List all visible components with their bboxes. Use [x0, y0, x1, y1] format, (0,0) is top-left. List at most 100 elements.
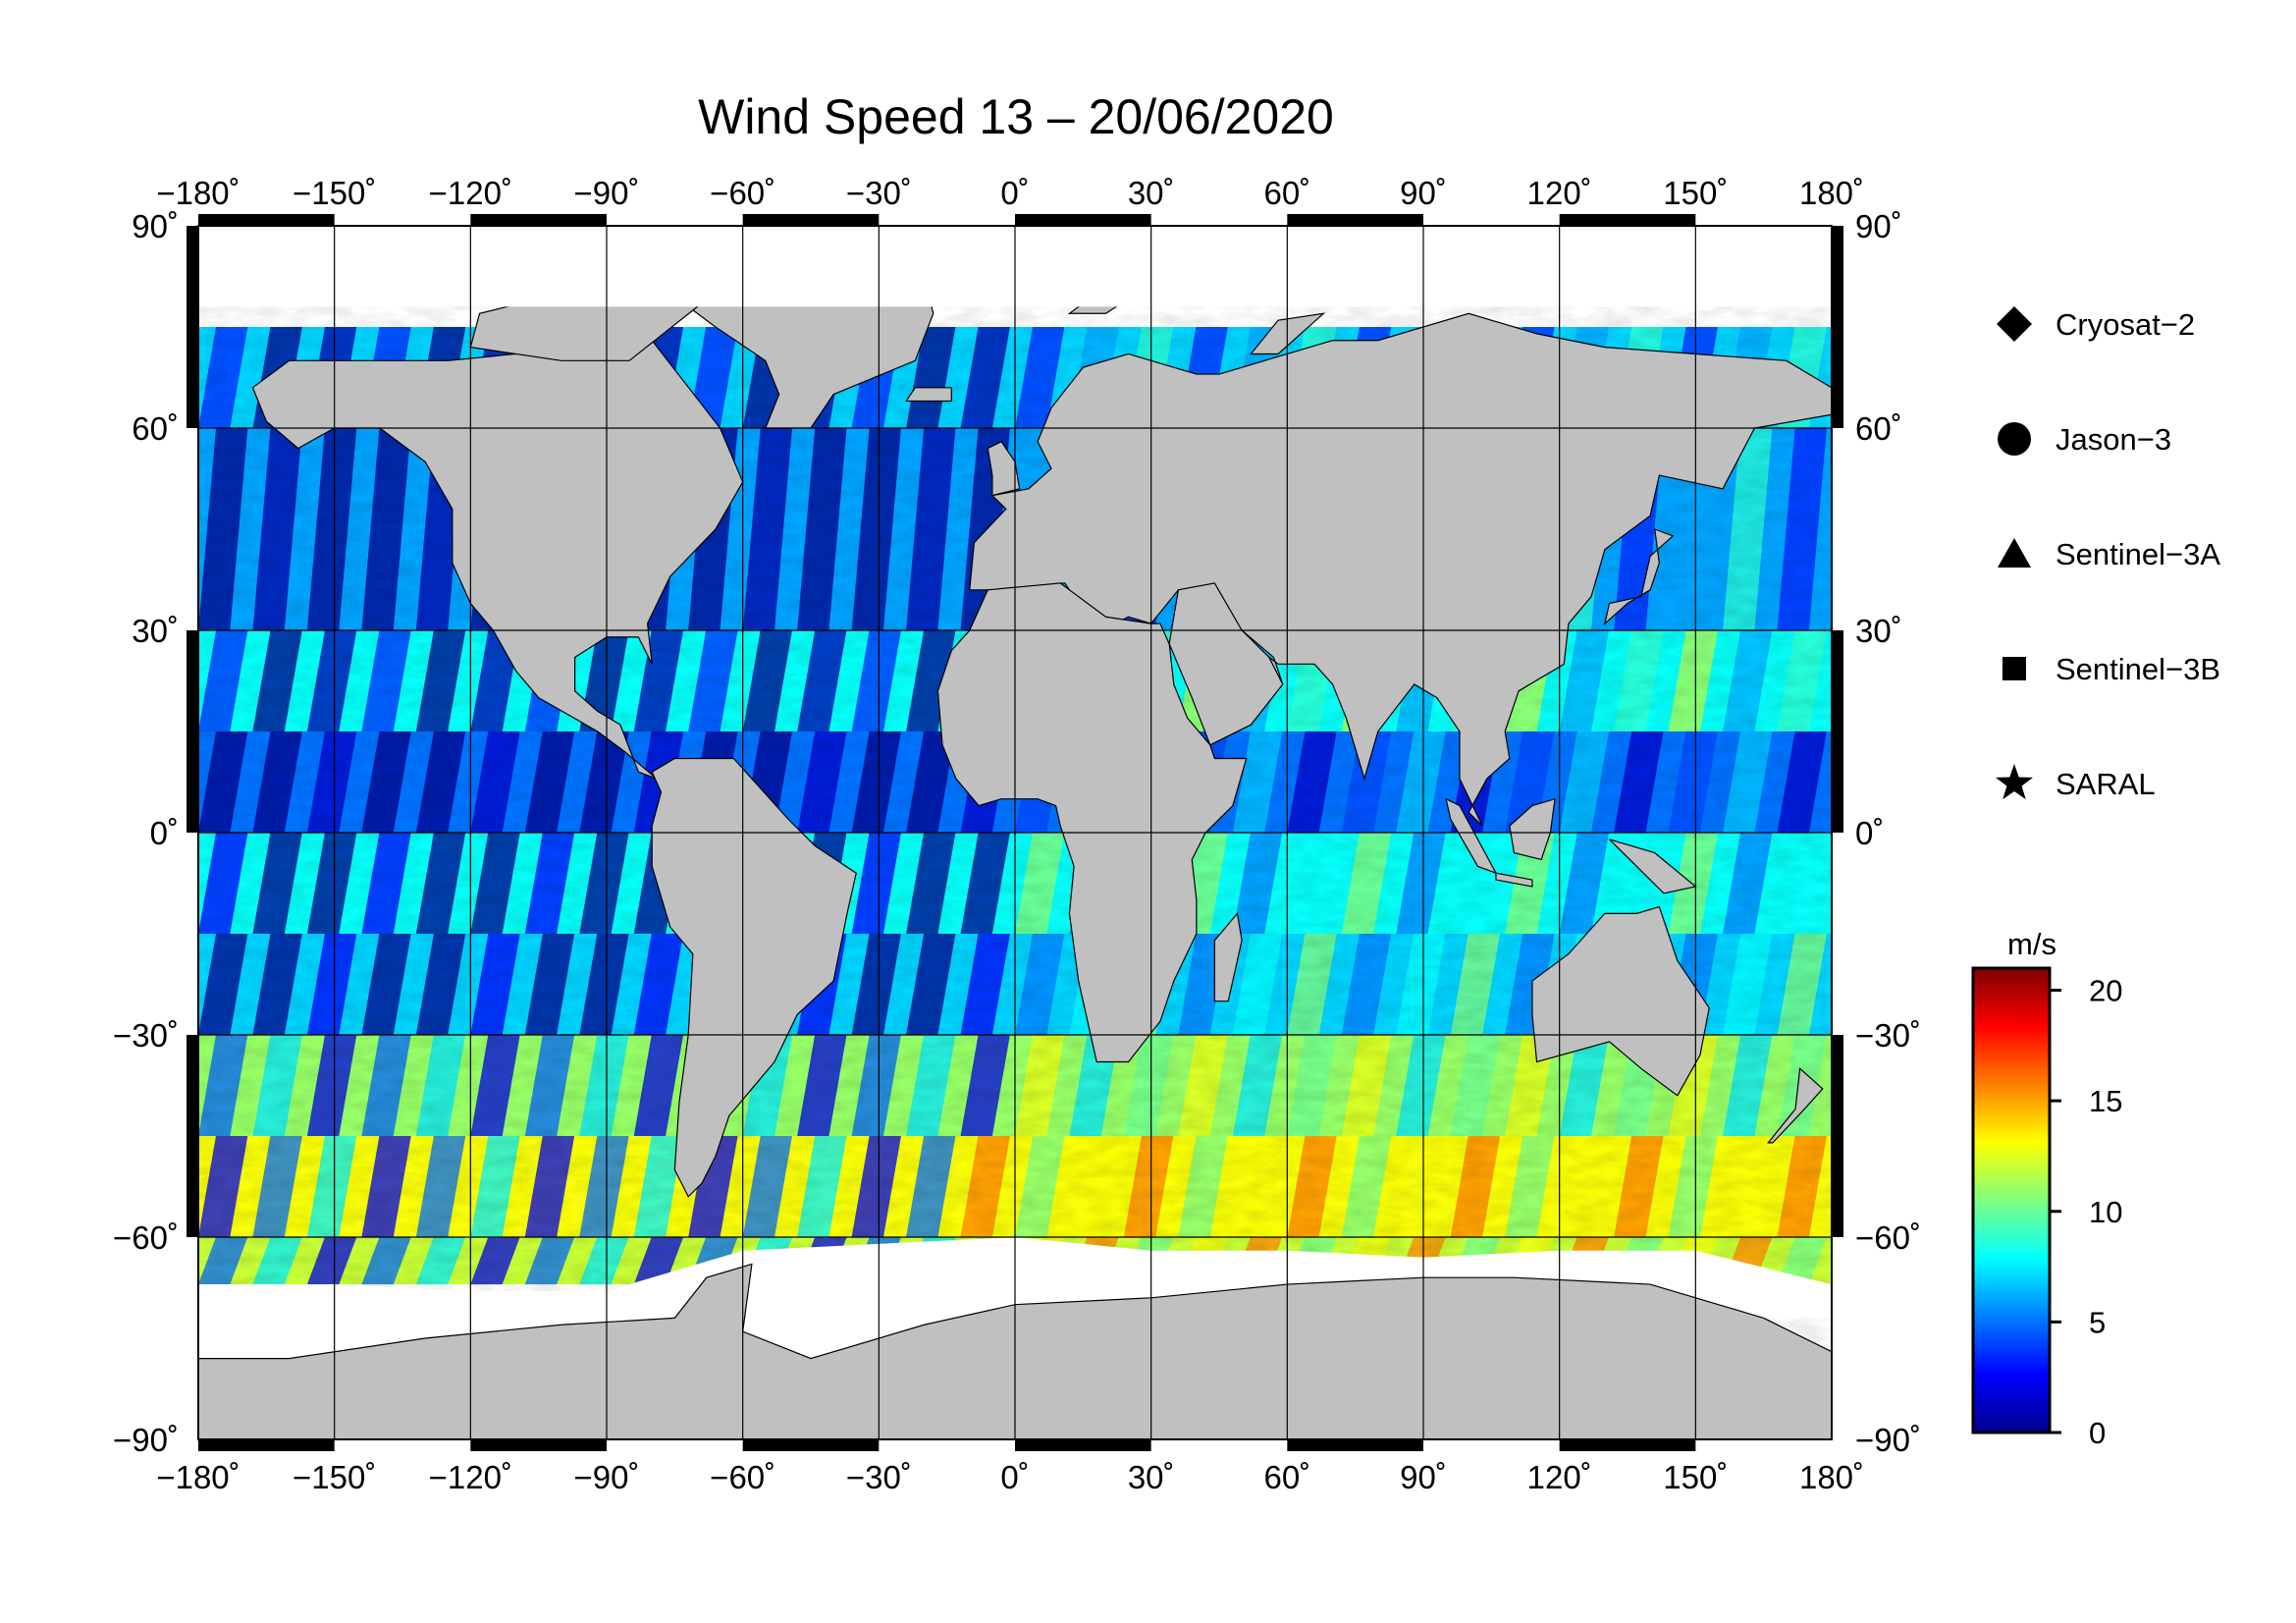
lat-tick-right: −60˚	[1855, 1219, 1921, 1256]
lat-tick-left: −30˚	[113, 1017, 179, 1054]
border-bar-top	[198, 214, 335, 226]
lat-tick-left: 0˚	[150, 815, 179, 851]
lon-tick-top: −90˚	[574, 175, 640, 211]
land-polygon	[969, 312, 1832, 827]
map-title: Wind Speed 13 – 20/06/2020	[698, 89, 1334, 144]
colorbar: m/s 20 15 10 5 0	[1971, 927, 2122, 1450]
border-bar-bottom	[470, 1439, 607, 1451]
lat-tick-right: 0˚	[1855, 815, 1884, 851]
border-bar-top	[1015, 214, 1151, 226]
lon-tick-top: 180˚	[1799, 175, 1864, 211]
lon-tick-bottom: 90˚	[1400, 1459, 1447, 1495]
lon-tick-bottom: −60˚	[710, 1459, 775, 1495]
circle-icon	[1998, 422, 2031, 456]
border-bar-top	[470, 214, 607, 226]
legend-item: Sentinel−3B	[2002, 652, 2220, 686]
border-bar-bottom	[198, 1439, 335, 1451]
border-bar-right	[1832, 1035, 1843, 1237]
border-bar-top	[742, 214, 880, 226]
lat-tick-left: 90˚	[132, 208, 179, 244]
lon-tick-bottom: 180˚	[1799, 1459, 1864, 1495]
lon-tick-bottom: 0˚	[1000, 1459, 1029, 1495]
border-bar-bottom	[1559, 1439, 1696, 1451]
lat-tick-right: −30˚	[1855, 1017, 1921, 1054]
lat-tick-right: 60˚	[1855, 410, 1902, 447]
map-area	[198, 226, 1832, 1439]
lon-tick-top: 60˚	[1263, 175, 1310, 211]
border-bar-bottom	[1015, 1439, 1151, 1451]
legend-item: Jason−3	[1998, 422, 2171, 457]
legend-label: Jason−3	[2056, 422, 2171, 457]
border-bar-top	[1287, 214, 1423, 226]
colorbar-tick-label: 5	[2089, 1305, 2106, 1339]
land-polygon	[1213, 912, 1243, 1002]
land-polygon	[1445, 797, 1498, 875]
legend-item: Cryosat−2	[1997, 306, 2195, 342]
lon-tick-bottom: 60˚	[1263, 1459, 1310, 1495]
colorbar-bar	[1971, 966, 2052, 1434]
legend-label: Sentinel−3A	[2056, 537, 2220, 571]
land-polygon	[1531, 905, 1710, 1097]
lon-tick-top: 0˚	[1000, 175, 1029, 211]
map-border-bars	[187, 214, 1843, 1451]
border-bar-bottom	[742, 1439, 880, 1451]
land-polygon	[987, 440, 1021, 497]
border-bar-right	[1832, 226, 1843, 428]
colorbar-tick-label: 15	[2089, 1084, 2122, 1118]
colorbar-ticks: 20 15 10 5 0	[2050, 974, 2122, 1450]
lon-tick-top: 90˚	[1400, 175, 1447, 211]
land-polygon	[651, 757, 857, 1198]
border-bar-bottom	[1287, 1439, 1423, 1451]
land-polygon	[1609, 839, 1697, 894]
lat-tick-left: −60˚	[113, 1219, 179, 1256]
colorbar-tick-label: 20	[2089, 974, 2122, 1008]
square-icon	[2002, 657, 2026, 680]
lon-tick-bottom: 30˚	[1128, 1459, 1175, 1495]
lon-tick-top: −180˚	[156, 175, 240, 211]
legend-item: Sentinel−3A	[1998, 537, 2220, 571]
lon-tick-bottom: −180˚	[156, 1459, 240, 1495]
legend-label: SARAL	[2056, 767, 2156, 801]
legend-label: Sentinel−3B	[2056, 652, 2220, 686]
lon-tick-bottom: 150˚	[1663, 1459, 1728, 1495]
land-polygon	[904, 387, 952, 403]
land-polygon	[251, 340, 744, 780]
lon-tick-top: 30˚	[1128, 175, 1175, 211]
border-bar-top	[1559, 214, 1696, 226]
lon-tick-top: −60˚	[710, 175, 775, 211]
lon-tick-top: −150˚	[293, 175, 376, 211]
lon-tick-bottom: −30˚	[846, 1459, 912, 1495]
border-bar-left	[187, 1035, 198, 1237]
lat-tick-left: 60˚	[132, 410, 179, 447]
triangle-icon	[1998, 538, 2031, 568]
colorbar-unit: m/s	[2007, 927, 2056, 961]
star-icon	[1995, 764, 2034, 800]
lat-tick-right: 30˚	[1855, 613, 1902, 649]
lat-tick-right: −90˚	[1855, 1422, 1921, 1458]
axis-ticks: −180˚ −180˚ −150˚ −150˚ −120˚ −120˚ −90˚ −90˚ −6…	[113, 175, 1921, 1495]
colorbar-tick-label: 0	[2089, 1416, 2106, 1450]
lon-tick-bottom: −90˚	[574, 1459, 640, 1495]
colorbar-tick-label: 10	[2089, 1195, 2122, 1229]
land-polygon	[1603, 528, 1675, 625]
border-bar-left	[187, 630, 198, 833]
legend-label: Cryosat−2	[2056, 307, 2195, 342]
diamond-icon	[1997, 306, 2032, 342]
lon-tick-top: 120˚	[1527, 175, 1592, 211]
lat-tick-left: 30˚	[132, 613, 179, 649]
satellite-legend: Cryosat−2 Jason−3 Sentinel−3A Sentinel−3B SA…	[1995, 306, 2220, 801]
border-bar-left	[187, 226, 198, 428]
lon-tick-top: 150˚	[1663, 175, 1728, 211]
graticule	[198, 226, 1832, 1439]
legend-item: SARAL	[1995, 764, 2156, 801]
land-polygon	[1168, 582, 1284, 746]
lon-tick-bottom: 120˚	[1527, 1459, 1592, 1495]
border-bar-right	[1832, 630, 1843, 833]
lon-tick-top: −120˚	[429, 175, 512, 211]
lon-tick-bottom: −120˚	[429, 1459, 512, 1495]
lat-tick-right: 90˚	[1855, 208, 1902, 244]
land-polygon	[1495, 872, 1533, 888]
lon-tick-bottom: −150˚	[293, 1459, 376, 1495]
lat-tick-left: −90˚	[113, 1422, 179, 1458]
